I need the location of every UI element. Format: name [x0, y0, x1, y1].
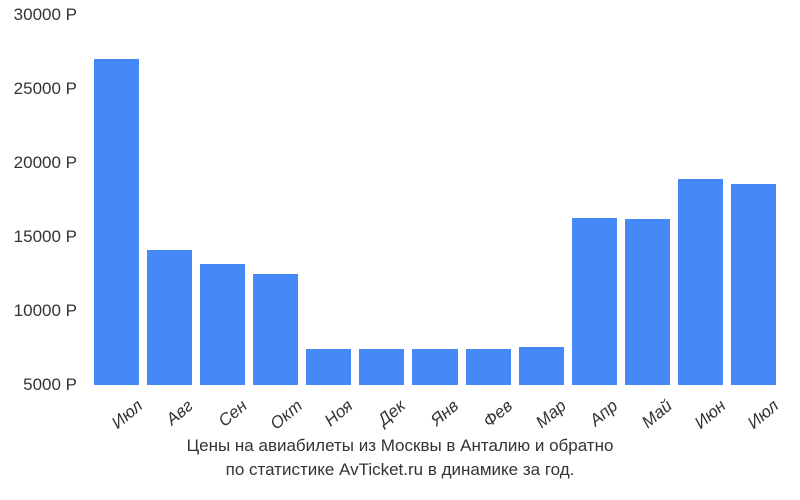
caption-line-2: по статистике AvTicket.ru в динамике за …	[226, 460, 575, 479]
bar	[359, 349, 404, 385]
bars-container	[90, 15, 780, 385]
chart-caption: Цены на авиабилеты из Москвы в Анталию и…	[0, 434, 800, 482]
y-axis: 5000 Р10000 Р15000 Р20000 Р25000 Р30000 …	[0, 15, 85, 385]
bar	[678, 179, 723, 385]
caption-line-1: Цены на авиабилеты из Москвы в Анталию и…	[187, 436, 614, 455]
bar	[200, 264, 245, 385]
bar	[412, 349, 457, 385]
chart-plot-area	[90, 15, 780, 385]
bar	[625, 219, 670, 385]
bar	[253, 274, 298, 385]
y-tick-label: 15000 Р	[14, 227, 77, 247]
y-tick-label: 25000 Р	[14, 79, 77, 99]
bar	[519, 347, 564, 385]
y-tick-label: 20000 Р	[14, 153, 77, 173]
y-tick-label: 30000 Р	[14, 5, 77, 25]
y-tick-label: 10000 Р	[14, 301, 77, 321]
bar	[306, 349, 351, 385]
bar	[94, 59, 139, 385]
bar	[731, 184, 776, 385]
bar	[572, 218, 617, 385]
y-tick-label: 5000 Р	[23, 375, 77, 395]
bar	[147, 250, 192, 385]
bar	[466, 349, 511, 385]
